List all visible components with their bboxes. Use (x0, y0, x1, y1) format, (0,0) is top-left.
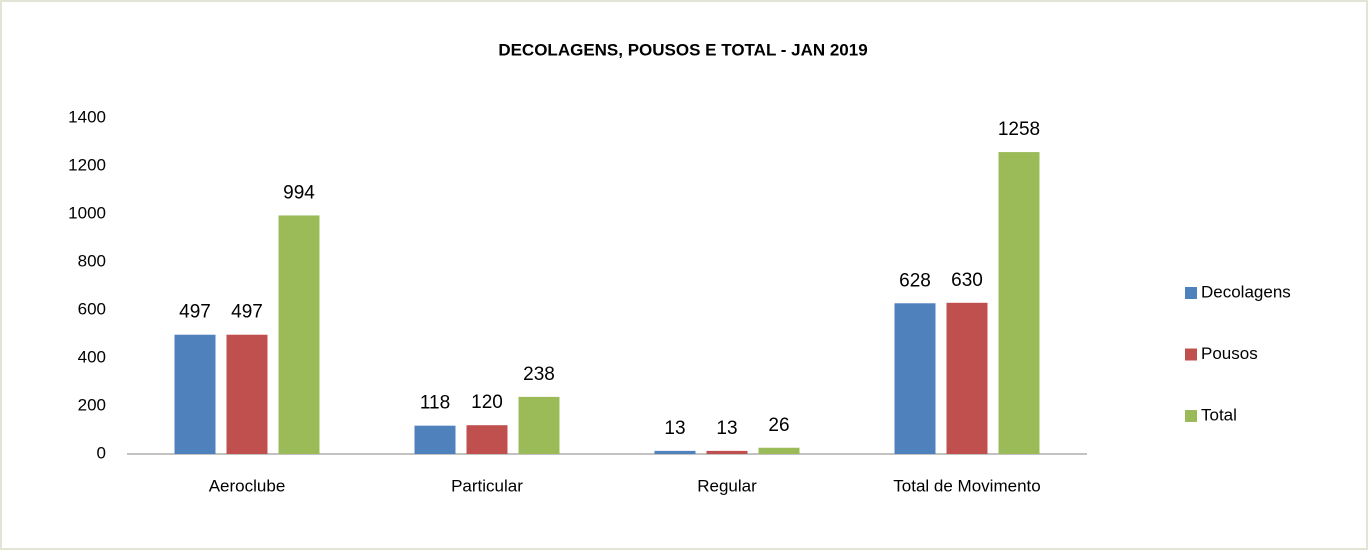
value-label: 26 (768, 415, 789, 436)
y-tick-label: 200 (78, 395, 106, 414)
bar (518, 396, 560, 454)
bar (758, 447, 800, 454)
x-tick-label: Regular (697, 476, 757, 495)
value-label: 497 (231, 302, 263, 323)
legend-label: Pousos (1201, 344, 1258, 363)
value-label: 13 (664, 418, 685, 439)
bar (226, 334, 268, 454)
legend-swatch (1185, 410, 1197, 422)
y-tick-label: 1400 (68, 107, 106, 126)
y-tick-label: 800 (78, 251, 106, 270)
value-label: 497 (179, 302, 211, 323)
y-tick-label: 600 (78, 299, 106, 318)
y-tick-label: 400 (78, 347, 106, 366)
legend-swatch (1185, 287, 1197, 299)
bar (654, 450, 696, 454)
legend-swatch (1185, 348, 1197, 361)
value-label: 1258 (998, 119, 1040, 140)
legend-label: Total (1201, 405, 1237, 424)
x-tick-label: Particular (451, 476, 523, 495)
x-tick-label: Aeroclube (209, 476, 286, 495)
bar (278, 215, 320, 454)
chart-title: DECOLAGENS, POUSOS E TOTAL - JAN 2019 (498, 40, 867, 59)
value-label: 238 (523, 364, 555, 385)
value-label: 13 (716, 418, 737, 439)
bar (706, 450, 748, 454)
y-tick-label: 0 (97, 443, 106, 462)
value-label: 118 (420, 393, 450, 414)
bar (946, 302, 988, 454)
bar (998, 152, 1040, 454)
legend-label: Decolagens (1201, 282, 1291, 301)
value-label: 994 (283, 182, 315, 203)
value-label: 120 (471, 392, 503, 413)
bar (466, 425, 508, 454)
y-tick-label: 1200 (68, 155, 106, 174)
value-label: 630 (951, 270, 983, 291)
bar (894, 303, 936, 454)
y-tick-label: 1000 (68, 203, 106, 222)
x-tick-label: Total de Movimento (893, 476, 1040, 495)
bar (174, 334, 216, 454)
value-label: 628 (899, 270, 931, 291)
bar (414, 425, 456, 454)
